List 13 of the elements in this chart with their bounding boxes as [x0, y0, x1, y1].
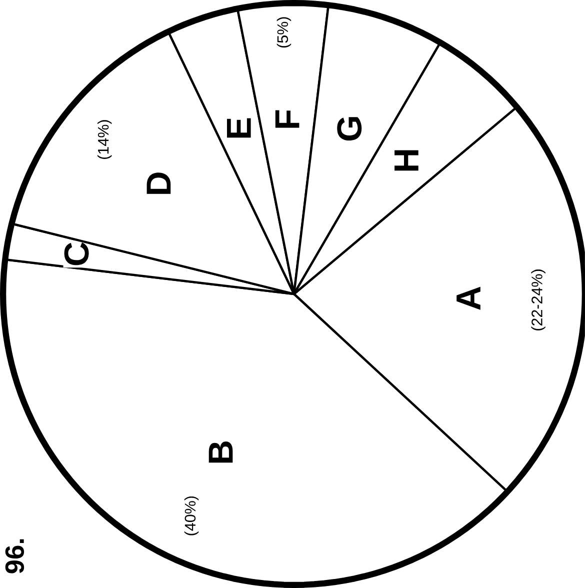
slice-label: B: [208, 442, 233, 463]
data-label: (40%): [184, 496, 199, 536]
slice-label: D: [146, 172, 171, 194]
text: (22-24%): [531, 270, 546, 330]
slice-label: A: [456, 286, 480, 310]
slice-label: C: [64, 242, 89, 266]
slice-label: H: [394, 150, 418, 171]
text: 96.: [5, 539, 24, 574]
slice-label: E: [227, 118, 251, 138]
slice-label: G: [337, 117, 362, 140]
data-label: (5%): [276, 17, 292, 48]
slice-label: F: [275, 110, 300, 128]
data-label: (14%): [98, 120, 112, 159]
